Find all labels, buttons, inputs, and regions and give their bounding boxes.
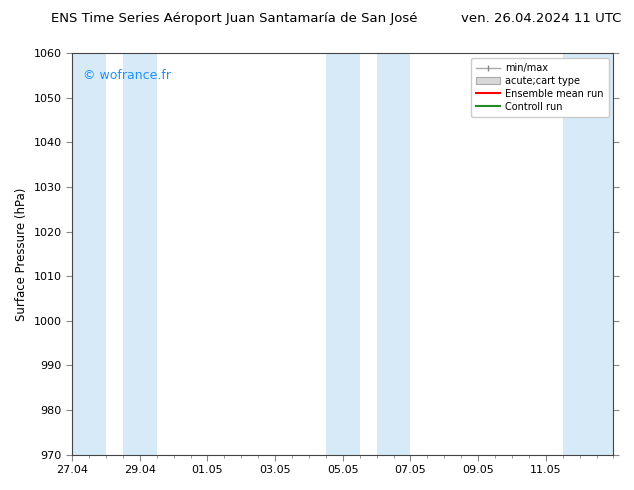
Bar — [326, 53, 359, 455]
Bar — [377, 53, 410, 455]
Legend: min/max, acute;cart type, Ensemble mean run, Controll run: min/max, acute;cart type, Ensemble mean … — [471, 58, 609, 117]
Y-axis label: Surface Pressure (hPa): Surface Pressure (hPa) — [15, 187, 28, 320]
Text: ENS Time Series Aéroport Juan Santamaría de San José: ENS Time Series Aéroport Juan Santamaría… — [51, 12, 417, 25]
Text: ven. 26.04.2024 11 UTC: ven. 26.04.2024 11 UTC — [461, 12, 621, 25]
Bar — [72, 53, 106, 455]
Bar — [123, 53, 157, 455]
Text: © wofrance.fr: © wofrance.fr — [83, 70, 171, 82]
Bar — [563, 53, 614, 455]
